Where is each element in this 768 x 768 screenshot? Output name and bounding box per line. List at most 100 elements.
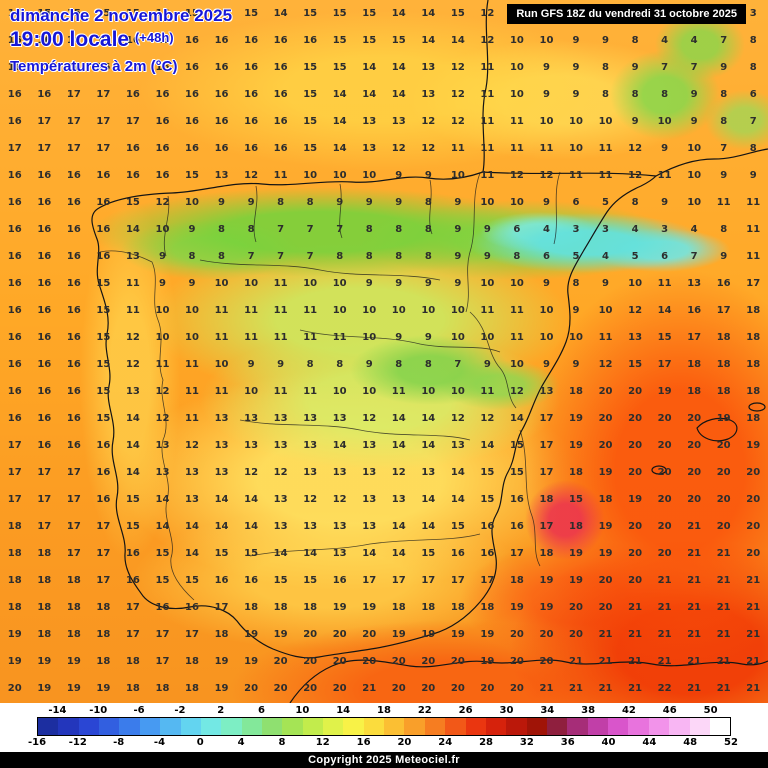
temp-value: 18 (37, 629, 52, 641)
temp-value: 16 (214, 88, 229, 100)
temp-value: 10 (509, 34, 524, 46)
temp-value: 12 (509, 386, 524, 398)
temp-value: 15 (657, 331, 672, 343)
temp-value: 16 (125, 169, 140, 181)
temp-value: 13 (214, 169, 229, 181)
temp-value: 13 (539, 386, 554, 398)
temp-value: 11 (303, 386, 318, 398)
temp-value: 12 (450, 413, 465, 425)
temp-value: 20 (628, 440, 643, 452)
temp-value: 8 (306, 359, 314, 371)
temp-value: 16 (244, 88, 259, 100)
temp-value: 10 (244, 277, 259, 289)
temp-value: 18 (421, 602, 436, 614)
temp-value: 15 (509, 440, 524, 452)
temp-value: 12 (244, 169, 259, 181)
temp-value: 9 (690, 115, 698, 127)
temp-value: 14 (214, 494, 229, 506)
temp-value: 16 (303, 34, 318, 46)
temp-value: 9 (454, 196, 462, 208)
temp-value: 20 (746, 494, 761, 506)
temp-value: 20 (7, 683, 22, 695)
temp-value: 17 (155, 629, 170, 641)
temp-value: 11 (155, 359, 170, 371)
temp-value: 20 (628, 548, 643, 560)
temp-value: 16 (96, 223, 111, 235)
temp-value: 8 (247, 223, 255, 235)
temp-value: 10 (303, 277, 318, 289)
scale-tick-label: 18 (377, 705, 391, 716)
temp-value: 17 (125, 115, 140, 127)
temp-value: 9 (572, 88, 580, 100)
temp-value: 20 (421, 683, 436, 695)
temp-value: 15 (569, 494, 583, 506)
scale-tick-label: 42 (621, 705, 636, 716)
temp-value: 11 (214, 386, 229, 398)
temp-value: 13 (362, 467, 377, 479)
temp-value: 15 (185, 575, 199, 587)
temp-value: 7 (661, 61, 669, 73)
temp-value: 10 (214, 277, 229, 289)
temp-value: 11 (214, 304, 229, 316)
temp-value: 15 (214, 7, 229, 19)
temp-value: 21 (746, 575, 761, 587)
temp-value: 4 (602, 250, 610, 262)
temp-value: 15 (96, 7, 111, 19)
temp-value: 15 (480, 494, 495, 506)
temp-value: 16 (7, 413, 22, 425)
temp-value: 16 (7, 169, 22, 181)
temp-value: 9 (542, 359, 550, 371)
temp-value: 19 (746, 440, 761, 452)
temp-value: 16 (96, 34, 111, 46)
temp-value: 10 (539, 331, 554, 343)
temp-value: 18 (37, 602, 52, 614)
temp-value: 18 (716, 386, 731, 398)
temp-value: 11 (598, 331, 613, 343)
temp-value: 13 (362, 115, 377, 127)
temp-value: 15 (303, 7, 318, 19)
scale-segment (546, 718, 568, 735)
iberia-coastline (91, 171, 657, 659)
temp-value: 15 (185, 7, 199, 19)
temp-value: 10 (332, 277, 347, 289)
temp-value: 10 (303, 169, 318, 181)
temp-value: 21 (746, 602, 761, 614)
temp-value: 11 (598, 169, 613, 181)
temp-value: 16 (37, 277, 52, 289)
temp-value: 12 (598, 359, 613, 371)
temp-value: 8 (306, 196, 314, 208)
temp-value: 16 (244, 142, 259, 154)
temp-value: 12 (155, 196, 170, 208)
scale-segment (160, 718, 181, 735)
scale-tick-label: 32 (519, 737, 534, 748)
scale-tick-label: -16 (27, 737, 47, 748)
temp-value: 16 (37, 359, 52, 371)
temp-value: 20 (598, 602, 613, 614)
temp-value: 8 (720, 223, 728, 235)
temp-value: 15 (96, 331, 111, 343)
temp-value: 20 (746, 467, 761, 479)
temp-value: 14 (450, 34, 465, 46)
temp-value: 10 (480, 277, 495, 289)
scale-segment (404, 718, 425, 735)
temp-value: 9 (247, 359, 255, 371)
temp-value: 12 (450, 115, 465, 127)
temp-value: 16 (7, 277, 22, 289)
temp-value: 10 (362, 386, 377, 398)
temp-value: 12 (450, 61, 465, 73)
scale-segment (526, 718, 547, 735)
temp-value: 13 (687, 277, 702, 289)
temp-value: 8 (513, 250, 521, 262)
temp-value: 11 (332, 331, 347, 343)
temp-value: 20 (332, 656, 347, 668)
temp-value: 20 (273, 683, 288, 695)
temp-value: 18 (185, 656, 199, 668)
scale-segment (58, 718, 79, 735)
temp-value: 8 (720, 115, 728, 127)
temp-value: 17 (66, 548, 81, 560)
scale-segment (424, 718, 446, 735)
temp-value: 15 (391, 34, 406, 46)
temp-value: 11 (480, 61, 495, 73)
temp-value: 16 (37, 440, 52, 452)
